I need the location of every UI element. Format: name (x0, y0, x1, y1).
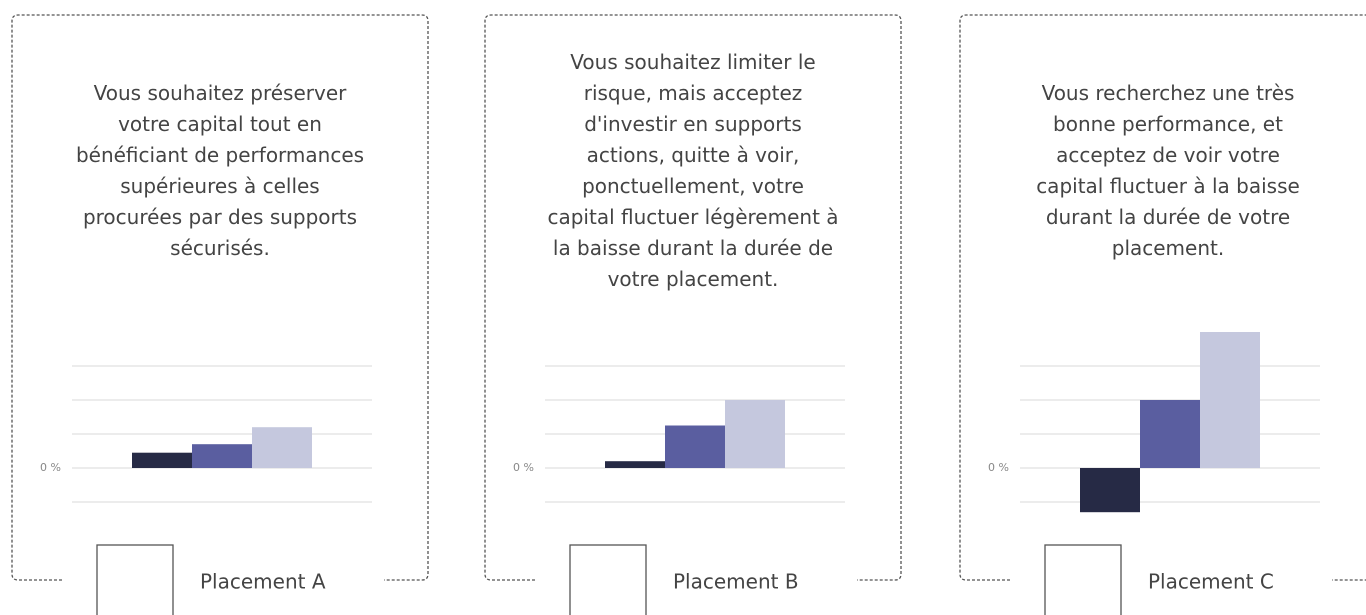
description-line: capital fluctuer légèrement à (547, 205, 838, 229)
description-line: bonne performance, et (1053, 112, 1283, 136)
description-line: votre capital tout en (118, 112, 322, 136)
bar (192, 444, 252, 468)
bar (252, 427, 312, 468)
y-tick-label: 0 % (40, 461, 61, 474)
description-line: Vous souhaitez limiter le (570, 50, 815, 74)
placement-label: Placement A (200, 570, 326, 594)
y-tick-label: 0 % (988, 461, 1009, 474)
bar (1080, 468, 1140, 513)
description-line: risque, mais acceptez (584, 81, 803, 105)
placement-label: Placement B (673, 570, 799, 594)
bar (1200, 332, 1260, 468)
description-line: acceptez de voir votre (1056, 143, 1280, 167)
description-line: procurées par des supports (83, 205, 357, 229)
description-line: capital fluctuer à la baisse (1036, 174, 1300, 198)
description-line: sécurisés. (170, 236, 270, 260)
checkbox[interactable] (569, 544, 647, 615)
description-line: placement. (1112, 236, 1224, 260)
card-border (11, 14, 429, 581)
placement-label: Placement C (1148, 570, 1274, 594)
checkbox[interactable] (1044, 544, 1122, 615)
bar (132, 452, 192, 468)
description-line: bénéficiant de performances (76, 143, 364, 167)
checkbox[interactable] (96, 544, 174, 615)
y-tick-label: 0 % (513, 461, 534, 474)
description-line: supérieures à celles (120, 174, 319, 198)
description-line: Vous recherchez une très (1042, 81, 1295, 105)
description-line: la baisse durant la durée de (553, 236, 833, 260)
bar (725, 400, 785, 468)
description-line: Vous souhaitez préserver (94, 81, 348, 105)
bar (665, 425, 725, 468)
description-line: durant la durée de votre (1046, 205, 1290, 229)
bar (605, 461, 665, 468)
description-line: actions, quitte à voir, (587, 143, 800, 167)
bar (1140, 400, 1200, 468)
card-border (959, 14, 1366, 581)
card-border (484, 14, 902, 581)
description-line: d'investir en supports (584, 112, 802, 136)
description-line: ponctuellement, votre (582, 174, 804, 198)
description-line: votre placement. (608, 267, 779, 291)
